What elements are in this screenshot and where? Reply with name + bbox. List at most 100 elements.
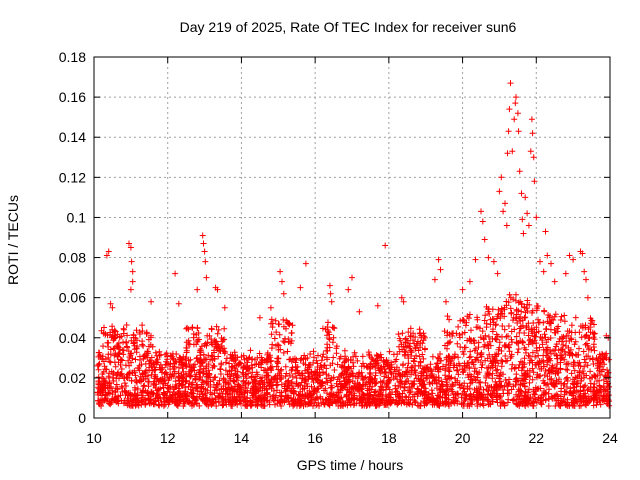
data-point bbox=[107, 346, 114, 353]
data-point bbox=[420, 355, 427, 362]
data-point bbox=[170, 386, 177, 393]
data-point bbox=[556, 335, 563, 342]
data-point bbox=[482, 379, 489, 386]
data-point bbox=[522, 370, 529, 377]
data-point bbox=[583, 276, 589, 283]
data-point bbox=[255, 398, 262, 405]
data-point bbox=[554, 361, 561, 368]
data-point bbox=[343, 371, 350, 378]
data-point bbox=[490, 394, 496, 401]
data-point bbox=[477, 401, 484, 408]
data-point bbox=[411, 358, 417, 365]
data-point bbox=[530, 154, 537, 161]
data-point bbox=[560, 342, 567, 348]
data-point bbox=[454, 366, 461, 373]
data-point bbox=[126, 370, 133, 377]
data-point bbox=[422, 391, 429, 398]
data-point bbox=[525, 352, 532, 359]
data-point bbox=[204, 387, 211, 394]
data-point bbox=[109, 304, 116, 311]
data-point bbox=[103, 252, 110, 259]
data-point bbox=[378, 354, 385, 361]
data-point bbox=[387, 394, 394, 401]
data-point bbox=[268, 345, 275, 352]
data-point bbox=[471, 347, 478, 354]
data-point bbox=[225, 398, 232, 405]
data-point bbox=[575, 362, 582, 369]
data-point bbox=[116, 375, 122, 382]
data-point bbox=[517, 358, 524, 365]
data-point bbox=[266, 379, 273, 386]
data-point bbox=[278, 374, 285, 381]
data-point bbox=[371, 380, 378, 387]
data-point bbox=[364, 387, 371, 394]
data-point bbox=[476, 392, 483, 399]
data-point bbox=[429, 390, 436, 397]
data-point bbox=[450, 330, 457, 337]
data-point bbox=[214, 286, 221, 293]
data-point bbox=[227, 351, 234, 358]
data-point bbox=[215, 398, 222, 405]
data-point bbox=[402, 336, 409, 343]
data-point bbox=[529, 130, 536, 137]
data-point bbox=[194, 381, 201, 388]
data-point bbox=[435, 256, 442, 263]
data-point bbox=[338, 371, 345, 378]
data-point bbox=[326, 344, 333, 351]
data-point bbox=[605, 356, 612, 363]
data-point bbox=[574, 399, 581, 405]
data-point bbox=[467, 353, 474, 360]
x-axis-label: GPS time / hours bbox=[297, 457, 404, 473]
data-point bbox=[466, 371, 473, 378]
data-point bbox=[369, 383, 376, 390]
data-point bbox=[364, 392, 371, 399]
data-point bbox=[523, 323, 530, 330]
data-point bbox=[529, 349, 536, 356]
data-point bbox=[212, 338, 219, 345]
data-point bbox=[131, 391, 138, 398]
y-tick-label: 0.12 bbox=[59, 169, 86, 185]
data-point bbox=[472, 256, 479, 263]
data-point bbox=[395, 331, 402, 338]
data-point bbox=[144, 372, 151, 379]
data-point bbox=[162, 362, 169, 368]
data-point bbox=[591, 373, 598, 380]
data-point bbox=[545, 403, 552, 409]
data-point bbox=[110, 345, 117, 352]
data-point bbox=[398, 378, 405, 385]
data-point bbox=[513, 333, 520, 340]
data-point bbox=[263, 386, 270, 393]
data-point bbox=[205, 361, 212, 368]
data-point bbox=[585, 335, 592, 342]
data-point bbox=[116, 334, 123, 341]
data-point bbox=[144, 348, 151, 355]
data-point bbox=[600, 393, 607, 400]
data-point bbox=[602, 373, 609, 380]
data-point bbox=[324, 390, 330, 397]
data-point bbox=[571, 378, 578, 385]
data-point bbox=[276, 370, 283, 377]
data-point bbox=[358, 386, 365, 393]
data-point bbox=[510, 317, 516, 324]
data-point bbox=[387, 376, 393, 383]
data-point bbox=[419, 351, 426, 358]
data-point bbox=[339, 370, 346, 377]
data-point bbox=[97, 353, 104, 360]
data-point bbox=[221, 325, 228, 332]
data-point bbox=[407, 325, 414, 332]
data-point bbox=[285, 320, 292, 327]
data-point bbox=[163, 358, 170, 365]
data-point bbox=[421, 395, 428, 402]
data-point bbox=[392, 385, 399, 392]
data-point bbox=[460, 348, 466, 355]
data-point bbox=[506, 348, 513, 355]
data-point bbox=[537, 372, 544, 379]
data-point bbox=[172, 270, 179, 277]
data-point bbox=[568, 370, 575, 377]
data-point bbox=[338, 402, 345, 409]
data-point bbox=[273, 363, 280, 370]
data-point bbox=[253, 386, 260, 393]
data-point bbox=[591, 321, 597, 328]
data-point bbox=[248, 362, 255, 369]
data-point bbox=[584, 362, 591, 369]
